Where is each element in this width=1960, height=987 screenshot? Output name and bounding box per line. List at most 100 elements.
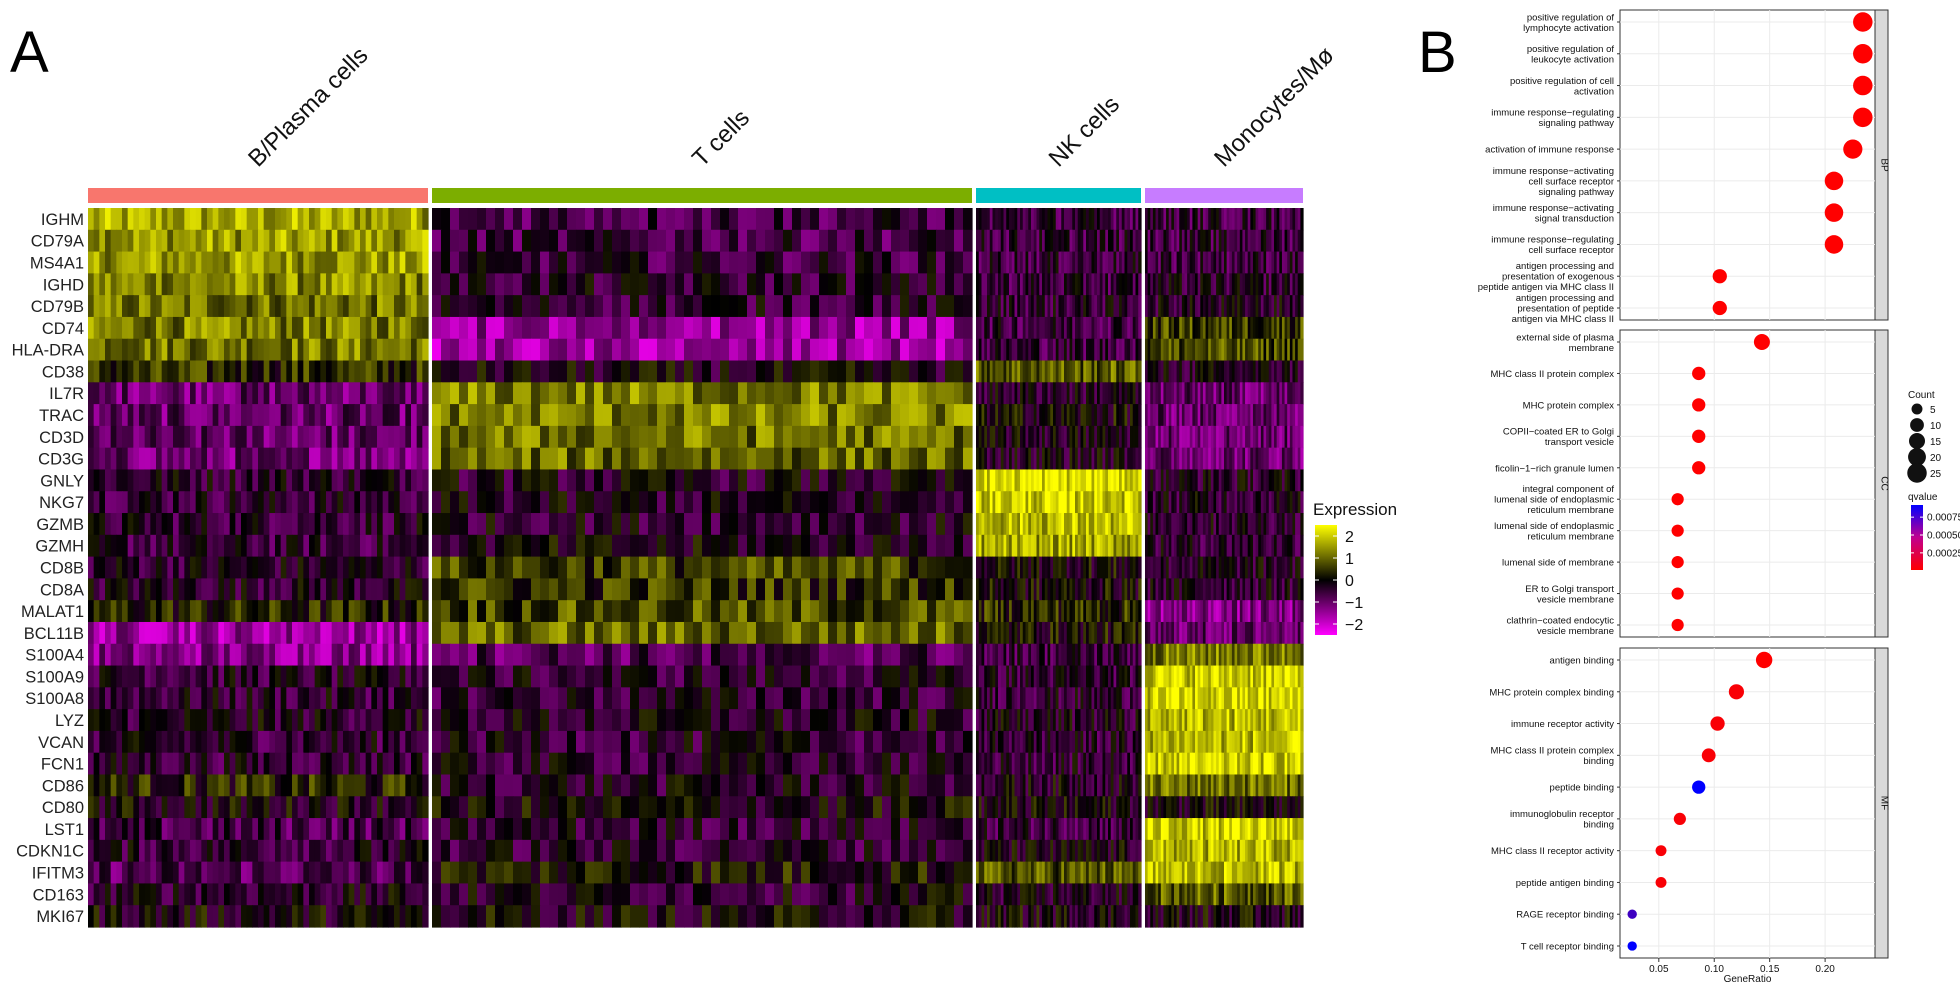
count-legend-dot bbox=[1908, 432, 1926, 450]
heatmap-cell-cd163-nk-cells bbox=[976, 883, 1142, 906]
heatmap-cell-vcan-monocytes-m bbox=[1145, 730, 1304, 754]
heatmap-cell-trac-nk-cells bbox=[976, 404, 1142, 427]
gene-label-cd80: CD80 bbox=[42, 799, 84, 817]
heatmap-cell-cdkn1c-t-cells bbox=[432, 839, 973, 863]
gene-label-trac: TRAC bbox=[39, 407, 84, 425]
heatmap-cell-cd38-nk-cells bbox=[976, 360, 1142, 383]
gene-label-s100a8: S100A8 bbox=[25, 690, 84, 708]
expression-tick-label: −2 bbox=[1345, 617, 1363, 634]
expression-legend: Expression 2 1 0 −1 −2 bbox=[1313, 500, 1397, 635]
heatmap-cell-cd79a-t-cells bbox=[432, 229, 973, 253]
heatmap-cell-cd79b-b-plasma-cells bbox=[88, 295, 429, 318]
heatmap-cell-s100a4-b-plasma-cells bbox=[88, 643, 429, 667]
facet-strip-cc bbox=[1874, 329, 1889, 638]
gene-label-s100a9: S100A9 bbox=[25, 668, 84, 686]
heatmap-cell-malat1-monocytes-m bbox=[1145, 600, 1304, 623]
gene-label-nkg7: NKG7 bbox=[39, 494, 84, 512]
heatmap-cell-s100a9-nk-cells bbox=[976, 665, 1142, 688]
count-legend-dot bbox=[1908, 448, 1926, 466]
heatmap-cell-gnly-t-cells bbox=[432, 469, 973, 492]
enrichment-dot bbox=[1824, 171, 1844, 191]
heatmap-cell-lst1-t-cells bbox=[432, 818, 973, 841]
enrichment-dot bbox=[1671, 618, 1684, 632]
enrichment-dot bbox=[1824, 203, 1844, 222]
enrichment-dot bbox=[1627, 941, 1637, 951]
x-axis-title: GeneRatio bbox=[1724, 974, 1772, 985]
facet-mf: MF antigen binding MHC protein complex bin… bbox=[1489, 647, 1890, 959]
heatmap-cell-gzmb-monocytes-m bbox=[1145, 513, 1304, 536]
gene-label-gzmb: GZMB bbox=[36, 516, 84, 534]
heatmap-cell-malat1-b-plasma-cells bbox=[88, 600, 429, 623]
gene-label-cd74: CD74 bbox=[42, 320, 84, 338]
enrichment-dot bbox=[1671, 524, 1684, 537]
heatmap-cell-s100a9-t-cells bbox=[432, 665, 973, 688]
heatmap-cell-ighm-b-plasma-cells bbox=[88, 208, 429, 231]
enrichment-dot bbox=[1853, 12, 1873, 32]
facet-strip-mf bbox=[1874, 647, 1889, 959]
gene-label-cd38: CD38 bbox=[42, 363, 84, 381]
heatmap-cell-cd3g-b-plasma-cells bbox=[88, 447, 429, 471]
heatmap-cell-ifitm3-b-plasma-cells bbox=[88, 861, 429, 885]
count-legend-dot bbox=[1911, 403, 1923, 415]
heatmap-cell-ifitm3-monocytes-m bbox=[1145, 861, 1304, 885]
qvalue-tick-label: 0.00075 bbox=[1927, 513, 1960, 524]
heatmap-panel: IGHM CD79A MS4A1 IGHD CD79B CD74 HLA-DRA CD38 IL… bbox=[12, 42, 1340, 928]
term-label: positive regulation of leukocyte activati… bbox=[1527, 44, 1614, 66]
x-axis: 0.05 0.10 0.15 0.20 GeneRatio bbox=[1649, 958, 1835, 985]
enrichment-dot bbox=[1853, 44, 1873, 64]
heatmap-cell-gzmb-b-plasma-cells bbox=[88, 513, 429, 536]
enrichment-dot bbox=[1692, 366, 1706, 381]
heatmap-cell-s100a8-b-plasma-cells bbox=[88, 687, 429, 710]
enrichment-dot bbox=[1671, 493, 1684, 506]
enrichment-dot bbox=[1627, 909, 1637, 919]
term-label: antigen processing and presentation of ex… bbox=[1478, 261, 1614, 293]
heatmap-cell-gnly-nk-cells bbox=[976, 469, 1142, 492]
heatmap-cell-fcn1-monocytes-m bbox=[1145, 752, 1304, 776]
cluster-label-b-plasma-cells: B/Plasma cells bbox=[243, 42, 373, 172]
cluster-bar-monocytes-m bbox=[1145, 188, 1303, 203]
gene-label-s100a4: S100A4 bbox=[25, 647, 84, 665]
heatmap-cell-ighm-t-cells bbox=[432, 208, 973, 231]
heatmap-cell-mki67-monocytes-m bbox=[1145, 905, 1304, 928]
heatmap-cell-cd79a-monocytes-m bbox=[1145, 229, 1304, 253]
term-label: T cell receptor binding bbox=[1521, 942, 1614, 953]
qvalue-legend-title: qvalue bbox=[1908, 492, 1938, 503]
heatmap-cell-lyz-monocytes-m bbox=[1145, 709, 1304, 732]
expression-tick-label: 0 bbox=[1345, 573, 1354, 590]
x-tick-label: 0.20 bbox=[1815, 964, 1835, 975]
term-label: MHC class II receptor activity bbox=[1491, 846, 1614, 857]
term-label: peptide binding bbox=[1550, 783, 1614, 794]
cluster-block-nk-cells bbox=[976, 208, 1142, 928]
heatmap-cell-il7r-t-cells bbox=[432, 382, 973, 405]
heatmap-cell-mki67-t-cells bbox=[432, 905, 973, 928]
expression-tick-label: 2 bbox=[1345, 529, 1354, 546]
term-label: antigen processing and presentation of pe… bbox=[1512, 293, 1614, 325]
enrichment-dot bbox=[1753, 333, 1770, 351]
cluster-bar-nk-cells bbox=[976, 188, 1141, 203]
gene-label-cd79a: CD79A bbox=[31, 233, 84, 251]
heatmap-cell-nkg7-monocytes-m bbox=[1145, 491, 1304, 514]
term-label: immune response−regulating signaling path… bbox=[1491, 108, 1614, 130]
expression-legend-title: Expression bbox=[1313, 500, 1397, 519]
heatmap-cell-cd8b-nk-cells bbox=[976, 556, 1142, 579]
heatmap-cell-cd38-monocytes-m bbox=[1145, 360, 1304, 383]
qvalue-tick-label: 0.00025 bbox=[1927, 548, 1960, 559]
heatmap-cell-bcl11b-t-cells bbox=[432, 621, 973, 645]
dotplot-legend: Count 5 10 15 20 25 qvalue 0.00075 0.00050 0.0002… bbox=[1907, 390, 1960, 570]
facet-strip-bp bbox=[1874, 9, 1889, 321]
gene-label-cd79b: CD79B bbox=[31, 298, 84, 316]
heatmap-cell-hla-dra-b-plasma-cells bbox=[88, 338, 429, 362]
count-legend-label: 25 bbox=[1930, 469, 1942, 480]
heatmap-cell-nkg7-b-plasma-cells bbox=[88, 491, 429, 514]
enrichment-dot bbox=[1853, 107, 1873, 128]
enrichment-dot bbox=[1692, 461, 1706, 475]
term-label: MHC protein complex bbox=[1523, 400, 1615, 411]
gene-label-cd8b: CD8B bbox=[40, 560, 84, 578]
heatmap-cell-s100a4-monocytes-m bbox=[1145, 643, 1304, 667]
heatmap-cell-hla-dra-t-cells bbox=[432, 338, 973, 362]
heatmap-cell-vcan-t-cells bbox=[432, 730, 973, 754]
enrichment-dot bbox=[1692, 780, 1706, 794]
expression-tick-label: 1 bbox=[1345, 551, 1354, 568]
gene-label-fcn1: FCN1 bbox=[41, 756, 84, 774]
